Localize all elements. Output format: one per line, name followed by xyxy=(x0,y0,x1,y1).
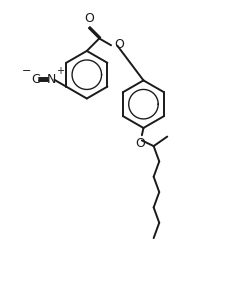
Text: N: N xyxy=(47,73,56,86)
Text: O: O xyxy=(113,38,123,51)
Text: −: − xyxy=(22,66,31,76)
Text: +: + xyxy=(56,66,64,76)
Text: C: C xyxy=(32,73,40,86)
Text: O: O xyxy=(84,12,93,25)
Text: O: O xyxy=(135,137,144,150)
